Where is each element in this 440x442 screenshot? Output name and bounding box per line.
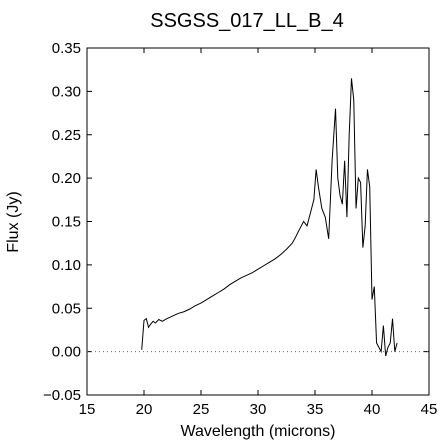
x-tick-label: 25 [193, 401, 210, 418]
y-tick-label: 0.35 [52, 40, 81, 57]
y-tick-label: 0.05 [52, 300, 81, 317]
chart-title: SSGSS_017_LL_B_4 [150, 10, 344, 32]
y-tick-label: 0.15 [52, 214, 81, 231]
axes: 15 20 25 30 35 40 45 −0.05 0.00 0.05 0.10 0.15 0.20 0… [43, 40, 437, 418]
x-tick-label: 45 [421, 401, 438, 418]
y-tick-label: 0.25 [52, 127, 81, 144]
x-axis-label: Wavelength (microns) [180, 423, 335, 440]
x-tick-label: 40 [364, 401, 381, 418]
x-tick-label: 15 [79, 401, 96, 418]
y-tick-label: 0.00 [52, 344, 81, 361]
y-tick-label: 0.20 [52, 170, 81, 187]
y-axis-label: Flux (Jy) [5, 191, 22, 252]
plot-frame [86, 47, 430, 396]
x-tick-label: 35 [307, 401, 324, 418]
x-tick-label: 20 [136, 401, 153, 418]
y-tick-label: 0.10 [52, 257, 81, 274]
x-tick-label: 30 [250, 401, 267, 418]
y-tick-label: 0.30 [52, 83, 81, 100]
y-tick-label: −0.05 [43, 387, 81, 404]
flux-spectrum-line [141, 78, 398, 357]
